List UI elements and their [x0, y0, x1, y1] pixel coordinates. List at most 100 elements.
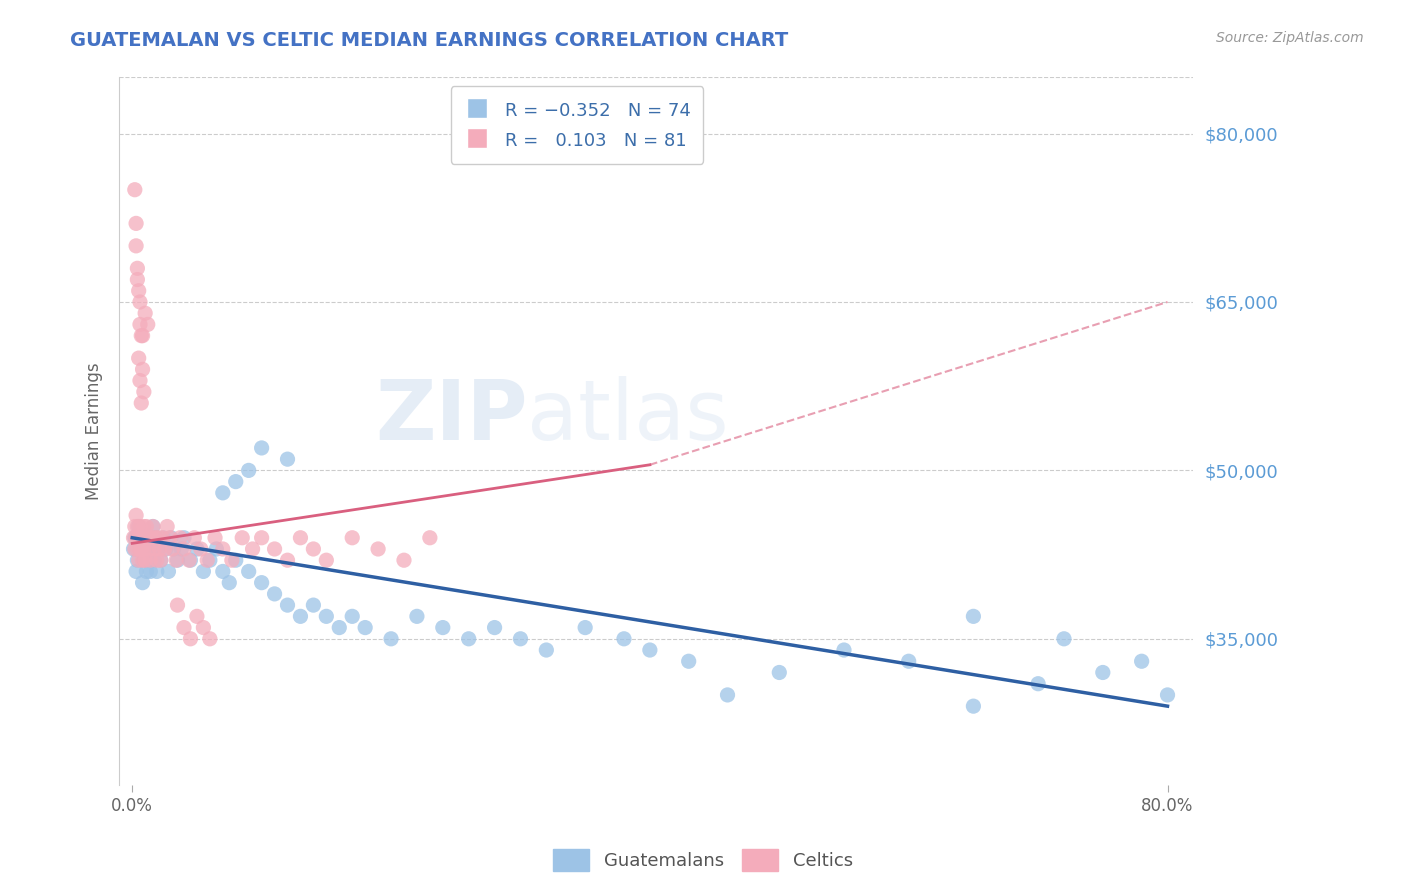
Point: [148, 541, 170, 556]
Point: [139, 565, 162, 579]
Point: [153, 541, 176, 556]
Point: [716, 688, 738, 702]
Text: Source: ZipAtlas.com: Source: ZipAtlas.com: [1216, 31, 1364, 45]
Point: [134, 306, 156, 320]
Point: [170, 541, 193, 556]
Point: [150, 531, 173, 545]
Point: [136, 318, 159, 332]
Legend: R = −0.352   N = 74, R =   0.103   N = 81: R = −0.352 N = 74, R = 0.103 N = 81: [450, 87, 703, 164]
Point: [125, 508, 148, 523]
Point: [157, 565, 180, 579]
Point: [131, 531, 153, 545]
Point: [125, 216, 148, 230]
Y-axis label: Median Earnings: Median Earnings: [86, 362, 103, 500]
Point: [221, 553, 243, 567]
Point: [142, 519, 165, 533]
Point: [146, 565, 169, 579]
Point: [1053, 632, 1076, 646]
Point: [135, 519, 157, 533]
Point: [897, 654, 920, 668]
Point: [186, 541, 208, 556]
Point: [125, 565, 148, 579]
Point: [128, 531, 150, 545]
Point: [179, 553, 201, 567]
Point: [127, 272, 149, 286]
Point: [238, 463, 260, 477]
Point: [129, 328, 152, 343]
Point: [183, 531, 205, 545]
Point: [367, 541, 389, 556]
Point: [124, 541, 146, 556]
Point: [132, 519, 155, 533]
Point: [250, 575, 273, 590]
Point: [1026, 676, 1049, 690]
Point: [124, 183, 146, 197]
Point: [509, 632, 531, 646]
Point: [962, 699, 984, 714]
Point: [536, 643, 558, 657]
Point: [392, 553, 415, 567]
Point: [131, 575, 153, 590]
Point: [149, 553, 172, 567]
Point: [152, 531, 174, 545]
Point: [342, 609, 364, 624]
Point: [134, 553, 156, 567]
Point: [242, 541, 264, 556]
Point: [276, 553, 298, 567]
Point: [132, 384, 155, 399]
Point: [354, 621, 377, 635]
Point: [136, 541, 159, 556]
Point: [129, 541, 152, 556]
Point: [156, 519, 179, 533]
Point: [218, 575, 240, 590]
Point: [342, 531, 364, 545]
Point: [211, 541, 233, 556]
Point: [1156, 688, 1178, 702]
Point: [155, 541, 177, 556]
Point: [149, 553, 172, 567]
Point: [135, 565, 157, 579]
Point: [124, 531, 146, 545]
Point: [328, 621, 350, 635]
Point: [128, 553, 150, 567]
Point: [129, 531, 152, 545]
Point: [136, 531, 159, 545]
Point: [432, 621, 454, 635]
Point: [574, 621, 596, 635]
Point: [263, 541, 285, 556]
Point: [165, 553, 187, 567]
Point: [124, 519, 146, 533]
Point: [173, 531, 195, 545]
Point: [122, 531, 145, 545]
Point: [263, 587, 285, 601]
Point: [132, 553, 155, 567]
Point: [128, 519, 150, 533]
Text: GUATEMALAN VS CELTIC MEDIAN EARNINGS CORRELATION CHART: GUATEMALAN VS CELTIC MEDIAN EARNINGS COR…: [70, 31, 789, 50]
Point: [134, 531, 156, 545]
Point: [238, 565, 260, 579]
Point: [315, 609, 337, 624]
Point: [250, 531, 273, 545]
Point: [832, 643, 855, 657]
Point: [276, 598, 298, 612]
Point: [160, 531, 183, 545]
Point: [211, 486, 233, 500]
Point: [131, 328, 153, 343]
Text: atlas: atlas: [527, 376, 730, 458]
Point: [143, 553, 166, 567]
Point: [127, 519, 149, 533]
Point: [613, 632, 636, 646]
Point: [134, 531, 156, 545]
Point: [127, 553, 149, 567]
Point: [290, 609, 312, 624]
Point: [145, 531, 167, 545]
Point: [131, 362, 153, 376]
Point: [638, 643, 661, 657]
Point: [131, 553, 153, 567]
Point: [419, 531, 441, 545]
Point: [169, 531, 191, 545]
Point: [127, 261, 149, 276]
Point: [128, 351, 150, 365]
Point: [138, 541, 160, 556]
Point: [380, 632, 402, 646]
